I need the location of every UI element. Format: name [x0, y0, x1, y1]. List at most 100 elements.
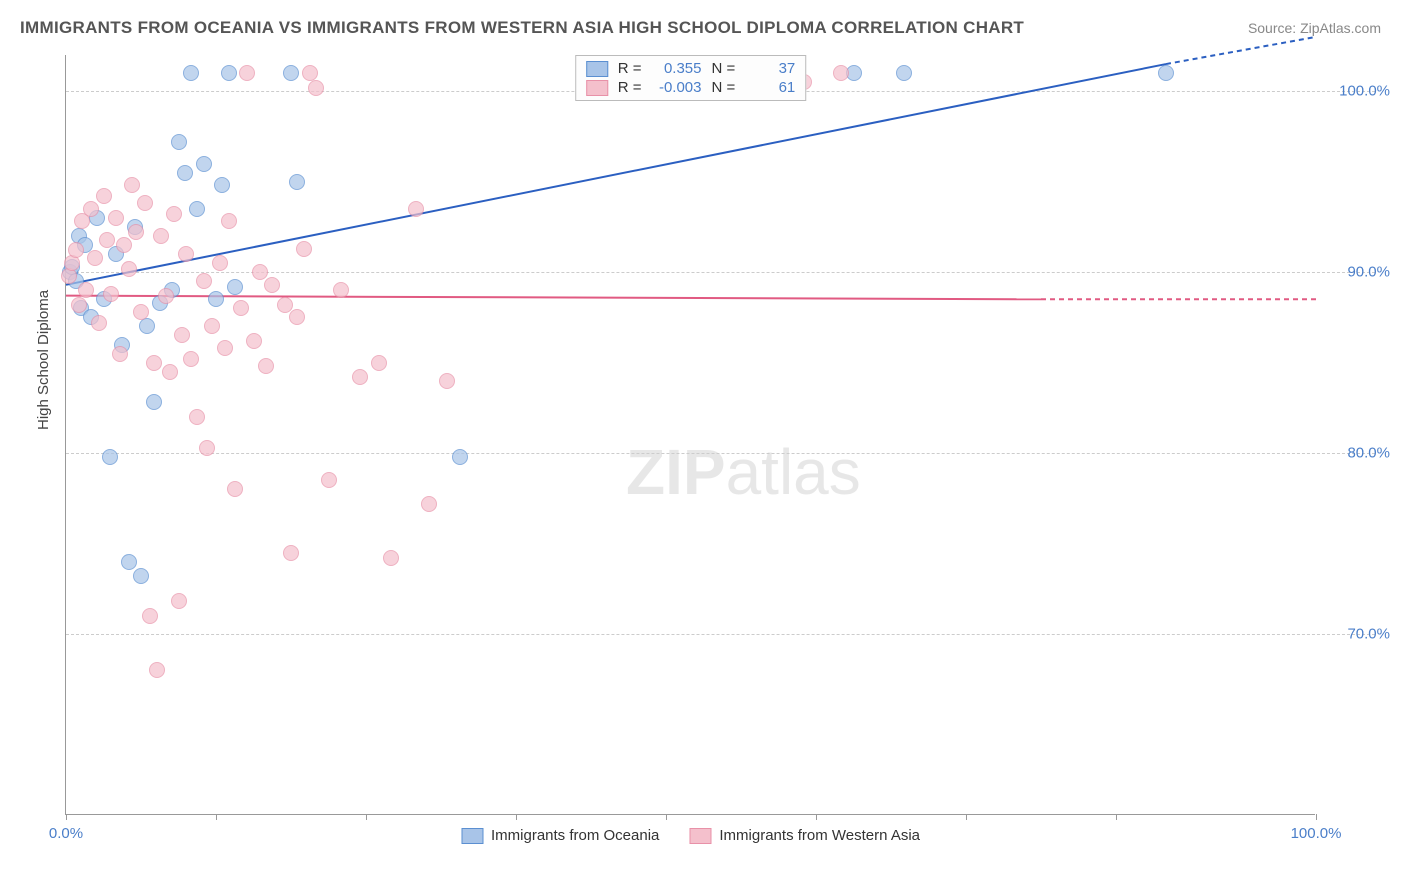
scatter-point	[103, 286, 119, 302]
scatter-point	[162, 364, 178, 380]
scatter-point	[116, 237, 132, 253]
source-attribution: Source: ZipAtlas.com	[1248, 20, 1381, 36]
scatter-point	[91, 315, 107, 331]
scatter-point	[246, 333, 262, 349]
gridline	[66, 453, 1375, 454]
scatter-point	[258, 358, 274, 374]
scatter-point	[289, 309, 305, 325]
x-tick-label: 0.0%	[49, 825, 83, 842]
scatter-point	[78, 282, 94, 298]
x-tick-mark	[1316, 814, 1317, 820]
scatter-point	[383, 550, 399, 566]
scatter-point	[108, 210, 124, 226]
scatter-point	[371, 355, 387, 371]
scatter-point	[177, 165, 193, 181]
x-tick-mark	[816, 814, 817, 820]
scatter-point	[128, 224, 144, 240]
scatter-point	[68, 242, 84, 258]
scatter-point	[189, 201, 205, 217]
scatter-point	[166, 206, 182, 222]
scatter-point	[283, 65, 299, 81]
trend-lines	[66, 55, 1315, 814]
x-tick-mark	[516, 814, 517, 820]
y-tick-label: 80.0%	[1330, 445, 1390, 462]
scatter-point	[352, 369, 368, 385]
scatter-plot: ZIPatlas 70.0%80.0%90.0%100.0% 0.0%100.0…	[65, 55, 1315, 815]
scatter-point	[221, 65, 237, 81]
legend-item-oceania: Immigrants from Oceania	[461, 827, 659, 844]
scatter-point	[158, 288, 174, 304]
scatter-point	[133, 568, 149, 584]
scatter-point	[99, 232, 115, 248]
legend-row-oceania: R = 0.355 N = 37	[586, 59, 796, 78]
scatter-point	[333, 282, 349, 298]
x-tick-mark	[966, 814, 967, 820]
scatter-point	[283, 545, 299, 561]
scatter-point	[124, 177, 140, 193]
x-tick-mark	[1116, 814, 1117, 820]
legend-row-western-asia: R = -0.003 N = 61	[586, 78, 796, 97]
scatter-point	[833, 65, 849, 81]
legend-swatch-icon	[689, 828, 711, 844]
scatter-point	[196, 156, 212, 172]
scatter-point	[221, 213, 237, 229]
legend-item-western-asia: Immigrants from Western Asia	[689, 827, 920, 844]
scatter-point	[1158, 65, 1174, 81]
scatter-point	[227, 481, 243, 497]
scatter-point	[296, 241, 312, 257]
scatter-point	[102, 449, 118, 465]
scatter-point	[408, 201, 424, 217]
scatter-point	[199, 440, 215, 456]
scatter-point	[171, 134, 187, 150]
scatter-point	[214, 177, 230, 193]
scatter-point	[121, 554, 137, 570]
scatter-point	[121, 261, 137, 277]
watermark: ZIPatlas	[626, 435, 861, 509]
scatter-point	[96, 188, 112, 204]
scatter-point	[421, 496, 437, 512]
gridline	[66, 634, 1375, 635]
scatter-point	[189, 409, 205, 425]
x-tick-mark	[366, 814, 367, 820]
scatter-point	[153, 228, 169, 244]
legend-swatch-icon	[461, 828, 483, 844]
scatter-point	[71, 297, 87, 313]
scatter-point	[196, 273, 212, 289]
scatter-point	[137, 195, 153, 211]
x-tick-mark	[66, 814, 67, 820]
scatter-point	[204, 318, 220, 334]
scatter-point	[208, 291, 224, 307]
scatter-point	[183, 351, 199, 367]
scatter-point	[146, 355, 162, 371]
scatter-point	[252, 264, 268, 280]
scatter-point	[83, 201, 99, 217]
scatter-point	[321, 472, 337, 488]
scatter-point	[212, 255, 228, 271]
scatter-point	[289, 174, 305, 190]
scatter-point	[149, 662, 165, 678]
scatter-point	[178, 246, 194, 262]
scatter-point	[896, 65, 912, 81]
scatter-point	[133, 304, 149, 320]
scatter-point	[87, 250, 103, 266]
series-legend: Immigrants from Oceania Immigrants from …	[461, 827, 920, 844]
y-axis-label: High School Diploma	[35, 290, 52, 430]
scatter-point	[439, 373, 455, 389]
x-tick-mark	[216, 814, 217, 820]
scatter-point	[217, 340, 233, 356]
x-tick-label: 100.0%	[1291, 825, 1342, 842]
scatter-point	[112, 346, 128, 362]
legend-swatch-oceania	[586, 61, 608, 77]
scatter-point	[227, 279, 243, 295]
scatter-point	[264, 277, 280, 293]
y-tick-label: 100.0%	[1330, 83, 1390, 100]
y-tick-label: 70.0%	[1330, 626, 1390, 643]
legend-swatch-western-asia	[586, 80, 608, 96]
chart-title: IMMIGRANTS FROM OCEANIA VS IMMIGRANTS FR…	[20, 18, 1024, 38]
scatter-point	[277, 297, 293, 313]
x-tick-mark	[666, 814, 667, 820]
scatter-point	[146, 394, 162, 410]
scatter-point	[171, 593, 187, 609]
y-tick-label: 90.0%	[1330, 264, 1390, 281]
scatter-point	[233, 300, 249, 316]
